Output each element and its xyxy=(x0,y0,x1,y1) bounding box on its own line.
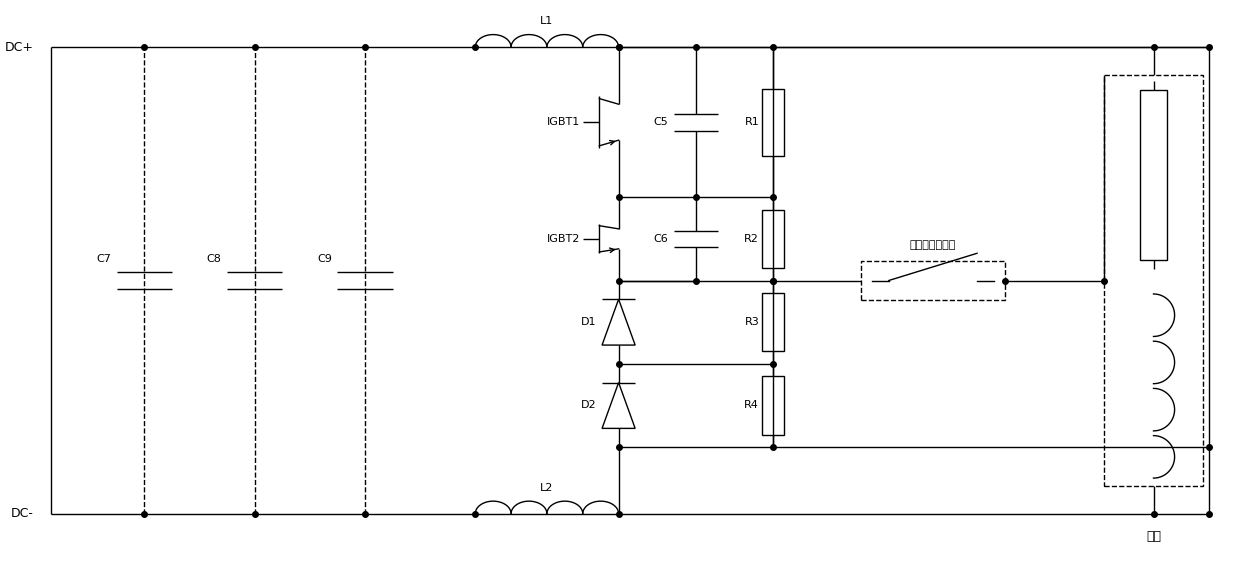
Text: 被保护开关组件: 被保护开关组件 xyxy=(909,240,957,250)
Bar xyxy=(861,261,1005,300)
Text: C9: C9 xyxy=(317,254,332,264)
Text: R1: R1 xyxy=(745,117,760,127)
Text: L2: L2 xyxy=(540,483,554,493)
Text: C8: C8 xyxy=(207,254,222,264)
Text: IGBT2: IGBT2 xyxy=(546,234,580,244)
Text: IGBT1: IGBT1 xyxy=(546,117,580,127)
Text: C6: C6 xyxy=(653,234,668,244)
Text: C7: C7 xyxy=(97,254,112,264)
Text: C5: C5 xyxy=(653,117,668,127)
Text: L1: L1 xyxy=(540,16,554,26)
Bar xyxy=(1140,90,1167,260)
Bar xyxy=(762,293,784,351)
Text: R4: R4 xyxy=(745,401,760,411)
Bar xyxy=(762,210,784,268)
Text: 负载: 负载 xyxy=(1146,531,1161,544)
Text: D2: D2 xyxy=(581,401,596,411)
Bar xyxy=(762,376,784,435)
Text: R2: R2 xyxy=(745,234,760,244)
Text: R3: R3 xyxy=(745,317,760,327)
Text: D1: D1 xyxy=(581,317,596,327)
Text: DC+: DC+ xyxy=(5,41,35,54)
Bar xyxy=(1104,75,1203,486)
Text: DC-: DC- xyxy=(11,507,35,520)
Bar xyxy=(762,89,784,155)
